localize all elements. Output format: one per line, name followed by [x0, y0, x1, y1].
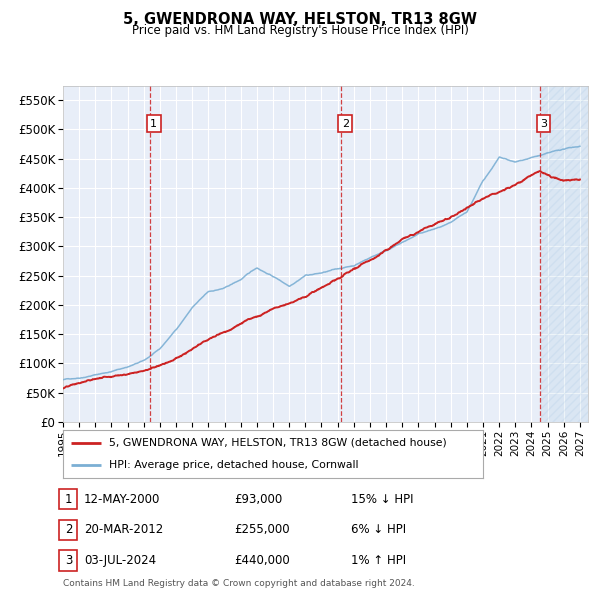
- Text: 3: 3: [65, 554, 72, 567]
- Text: £93,000: £93,000: [234, 493, 282, 506]
- Text: £440,000: £440,000: [234, 554, 290, 567]
- Text: 2: 2: [65, 523, 72, 536]
- Text: 20-MAR-2012: 20-MAR-2012: [84, 523, 163, 536]
- Text: 15% ↓ HPI: 15% ↓ HPI: [351, 493, 413, 506]
- Text: 6% ↓ HPI: 6% ↓ HPI: [351, 523, 406, 536]
- Bar: [541, 86, 588, 422]
- Text: Contains HM Land Registry data © Crown copyright and database right 2024.: Contains HM Land Registry data © Crown c…: [63, 579, 415, 588]
- Text: 3: 3: [540, 119, 547, 129]
- Text: £255,000: £255,000: [234, 523, 290, 536]
- Text: 5, GWENDRONA WAY, HELSTON, TR13 8GW (detached house): 5, GWENDRONA WAY, HELSTON, TR13 8GW (det…: [109, 438, 447, 448]
- Text: 5, GWENDRONA WAY, HELSTON, TR13 8GW: 5, GWENDRONA WAY, HELSTON, TR13 8GW: [123, 12, 477, 27]
- Text: 12-MAY-2000: 12-MAY-2000: [84, 493, 160, 506]
- Text: 1% ↑ HPI: 1% ↑ HPI: [351, 554, 406, 567]
- Text: 2: 2: [341, 119, 349, 129]
- Text: HPI: Average price, detached house, Cornwall: HPI: Average price, detached house, Corn…: [109, 460, 359, 470]
- Text: Price paid vs. HM Land Registry's House Price Index (HPI): Price paid vs. HM Land Registry's House …: [131, 24, 469, 37]
- Text: 03-JUL-2024: 03-JUL-2024: [84, 554, 156, 567]
- Text: 1: 1: [65, 493, 72, 506]
- Text: 1: 1: [150, 119, 157, 129]
